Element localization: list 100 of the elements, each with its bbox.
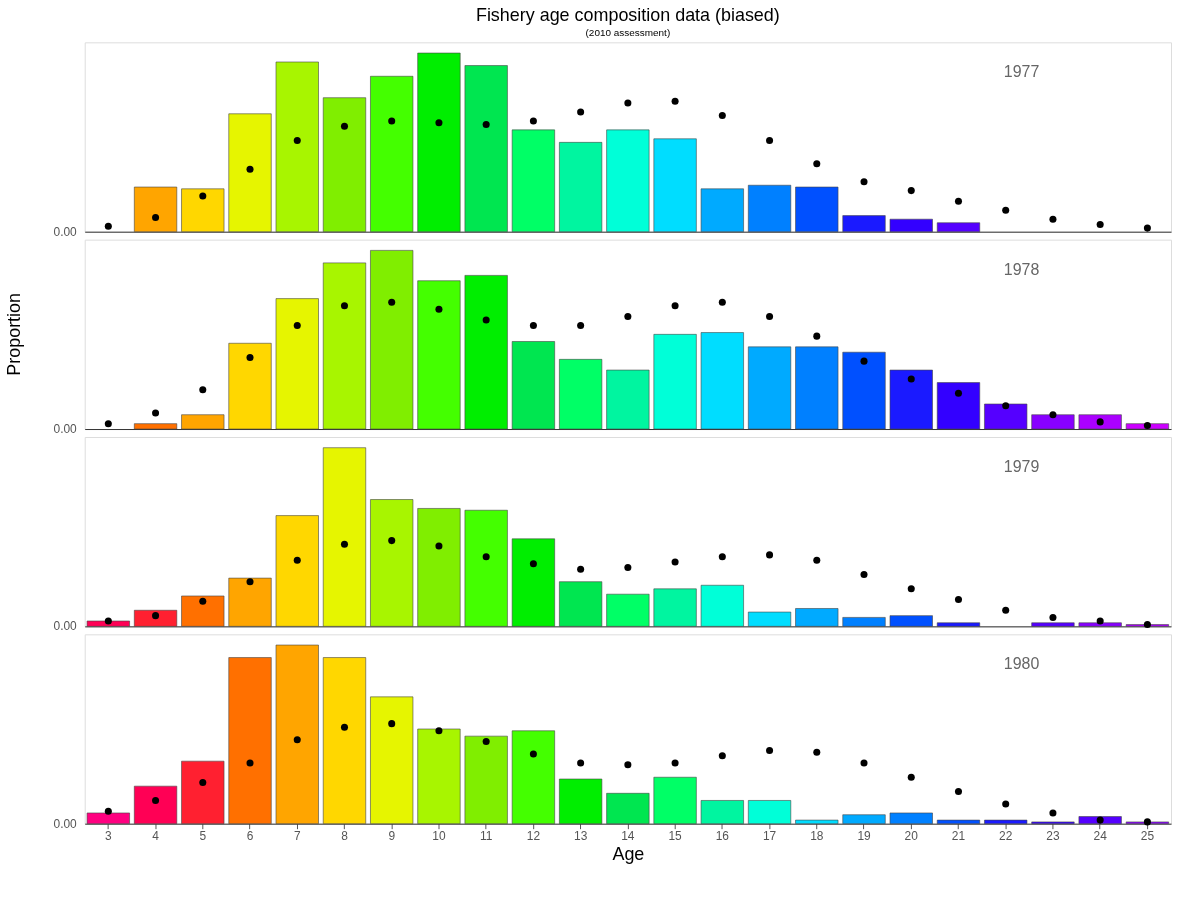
point (954, 389, 963, 397)
bar (275, 644, 319, 824)
x-tick-label: 16 (715, 829, 730, 844)
point (766, 137, 774, 145)
bar (795, 346, 839, 430)
bar (984, 819, 1028, 824)
point (152, 612, 160, 620)
point (860, 571, 868, 579)
x-tick-label: 23 (1046, 829, 1060, 844)
point (1002, 206, 1010, 214)
annotation: 1980 (1003, 655, 1040, 673)
bar (511, 538, 555, 627)
x-tick-label: 4 (152, 829, 160, 844)
x-tick-label: 19 (857, 829, 872, 844)
point (340, 540, 349, 548)
point (293, 736, 301, 744)
x-tick-label: 8 (341, 829, 349, 844)
point (1049, 809, 1057, 817)
bar (889, 218, 933, 232)
x-tick-label: 13 (573, 829, 588, 844)
bar (936, 622, 981, 627)
bar (936, 222, 981, 232)
bar (606, 129, 650, 232)
point (388, 720, 396, 728)
bar (559, 778, 603, 824)
point (813, 556, 821, 564)
point (907, 375, 915, 383)
bar (700, 584, 744, 627)
bar (86, 812, 130, 824)
point (1096, 418, 1104, 426)
bar (653, 588, 697, 627)
chart-subtitle: (2010 assessment) (585, 27, 671, 39)
point (671, 97, 679, 105)
bar (417, 728, 461, 824)
point (388, 298, 396, 306)
text: 0.00 (53, 816, 78, 831)
point (293, 321, 301, 329)
text: 0.00 (53, 224, 78, 239)
bar (606, 369, 650, 430)
point (199, 192, 207, 200)
point (624, 312, 632, 320)
bar (134, 423, 178, 430)
bar (370, 696, 414, 824)
bar (1078, 622, 1122, 627)
bar (889, 812, 933, 824)
point (907, 773, 915, 781)
point (1143, 421, 1151, 429)
point (293, 556, 301, 564)
bar (228, 113, 272, 232)
point (529, 321, 537, 329)
point (435, 542, 443, 550)
point (435, 305, 443, 313)
bar (795, 608, 839, 627)
point (860, 178, 868, 186)
point (1143, 621, 1151, 629)
point (482, 737, 490, 746)
point (1143, 818, 1151, 826)
point (104, 617, 112, 625)
x-tick-label: 10 (432, 829, 446, 844)
bar (228, 342, 272, 430)
x-tick-label: 3 (105, 829, 113, 844)
x-tick-label: 9 (388, 829, 396, 844)
point (529, 750, 537, 758)
bar (417, 508, 461, 627)
bar (511, 730, 555, 824)
bar (134, 785, 178, 824)
point (1049, 215, 1057, 223)
bar (653, 334, 697, 430)
point (104, 222, 112, 230)
point (529, 560, 537, 568)
point (813, 332, 821, 340)
bar (936, 382, 981, 430)
bar (322, 97, 367, 232)
bar (700, 800, 744, 824)
x-tick-label: 14 (621, 829, 635, 844)
point (388, 117, 396, 125)
bar (795, 819, 839, 824)
bar (748, 346, 792, 430)
point (577, 321, 585, 329)
x-tick-label: 6 (246, 829, 254, 844)
point (860, 357, 868, 365)
bar (748, 184, 792, 232)
bar (464, 65, 508, 232)
bar (606, 593, 650, 627)
bar (228, 577, 272, 627)
bar (700, 332, 744, 430)
point (482, 316, 490, 324)
text: 0.00 (53, 422, 78, 437)
bar (370, 250, 414, 430)
point (718, 112, 726, 120)
bar (842, 215, 886, 232)
x-tick-label: 18 (810, 829, 824, 844)
bar (322, 657, 367, 824)
bar (889, 615, 933, 627)
chart-title: Fishery age composition data (biased) (475, 5, 780, 26)
point (152, 213, 160, 221)
x-tick-label: 25 (1140, 829, 1155, 844)
point (1096, 617, 1104, 625)
x-tick-label: 12 (526, 829, 541, 844)
bar (842, 617, 886, 627)
